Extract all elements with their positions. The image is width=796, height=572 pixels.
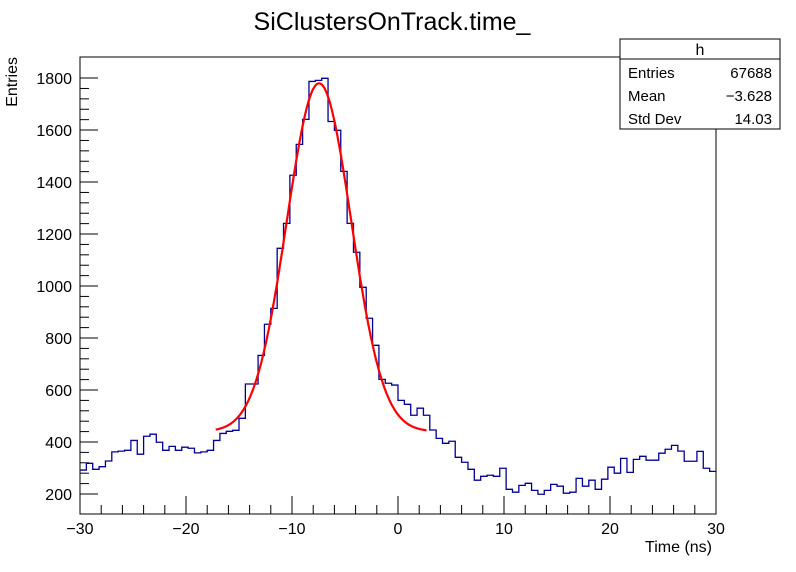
y-tick-label: 1800 (36, 71, 72, 88)
y-tick-label: 1200 (36, 227, 72, 244)
y-axis-label: Entries (4, 57, 21, 107)
fit-curve-group (215, 82, 427, 432)
y-tick-label: 200 (45, 487, 72, 504)
y-tick-label: 800 (45, 331, 72, 348)
y-tick-label: 1400 (36, 175, 72, 192)
x-tick-label: 0 (394, 521, 403, 538)
axis-ticks: −30 −20 −10 0 10 20 30 200 400 600 800 1000 1200 1400… (36, 71, 725, 538)
histogram-line (80, 77, 716, 495)
stats-title: h (696, 42, 705, 59)
stats-box: h Entries 67688 Mean −3.628 Std Dev 14.0… (619, 38, 781, 130)
stats-mean-label: Mean (628, 88, 666, 105)
stats-entries-label: Entries (628, 65, 675, 82)
stats-mean-value: −3.628 (726, 88, 772, 105)
y-tick-label: 1000 (36, 279, 72, 296)
y-tick-label: 1600 (36, 123, 72, 140)
x-tick-label: 20 (601, 521, 619, 538)
plot-frame (79, 56, 717, 515)
y-tick-label: 400 (45, 435, 72, 452)
y-tick-label: 600 (45, 383, 72, 400)
x-tick-label: −10 (278, 521, 305, 538)
chart-title: SiClustersOnTrack.time_ (254, 8, 532, 36)
x-tick-label: 10 (495, 521, 513, 538)
stats-stddev-value: 14.03 (734, 111, 772, 128)
x-axis-label: Time (ns) (645, 539, 712, 556)
x-tick-label: −30 (66, 521, 93, 538)
histogram-series (80, 77, 716, 495)
x-tick-label: 30 (707, 521, 725, 538)
stats-entries-value: 67688 (730, 65, 772, 82)
fit-curve (215, 82, 427, 432)
stats-stddev-label: Std Dev (628, 111, 682, 128)
x-tick-label: −20 (172, 521, 199, 538)
